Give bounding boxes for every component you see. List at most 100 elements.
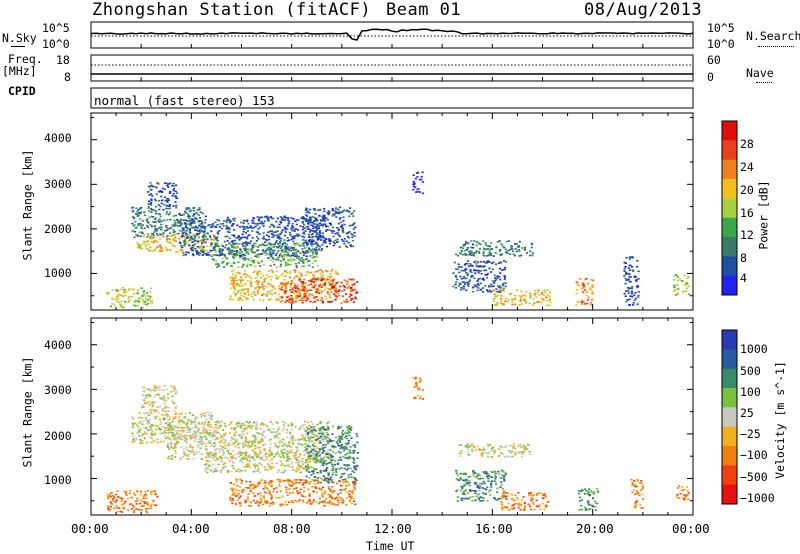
heatmap-cell (310, 224, 313, 226)
heatmap-cell (125, 494, 128, 497)
heatmap-cell (215, 457, 218, 459)
heatmap-cell (178, 412, 181, 415)
heatmap-cell (252, 487, 255, 490)
heatmap-cell (302, 450, 305, 452)
heatmap-cell (498, 289, 501, 292)
heatmap-cell (347, 237, 350, 239)
heatmap-cell (338, 211, 341, 213)
heatmap-cell (247, 463, 250, 465)
heatmap-cell (293, 292, 296, 295)
heatmap-cell (312, 453, 315, 456)
heatmap-cell (173, 401, 176, 404)
heatmap-cell (271, 286, 274, 288)
heatmap-cell (174, 412, 178, 414)
heatmap-cell (267, 220, 270, 222)
heatmap-cell (194, 435, 197, 437)
heatmap-cell (201, 242, 204, 244)
heatmap-cell (490, 248, 494, 251)
heatmap-cell (149, 246, 152, 249)
heatmap-cell (297, 235, 300, 237)
heatmap-cell (481, 291, 485, 293)
heatmap-cell (331, 497, 334, 499)
heatmap-cell (230, 427, 233, 430)
heatmap-cell (207, 414, 210, 416)
heatmap-cell (320, 436, 323, 439)
heatmap-cell (219, 433, 222, 435)
heatmap-cell (148, 200, 151, 203)
heatmap-cell (308, 441, 311, 443)
heatmap-cell (248, 234, 251, 236)
heatmap-cell (473, 269, 476, 272)
heatmap-cell (174, 446, 177, 449)
heatmap-cell (232, 491, 235, 494)
heatmap-cell (230, 265, 233, 267)
heatmap-cell (535, 296, 538, 298)
heatmap-cell (158, 394, 161, 397)
heatmap-cell (673, 279, 676, 281)
heatmap-cell (201, 453, 204, 455)
heatmap-cell (466, 272, 469, 275)
heatmap-cell (327, 478, 330, 480)
heatmap-cell (207, 251, 210, 254)
heatmap-cell (219, 425, 222, 428)
heatmap-cell (117, 293, 120, 296)
heatmap-cell (318, 487, 321, 489)
heatmap-cell (490, 283, 493, 286)
heatmap-cell (676, 292, 679, 295)
heatmap-cell (515, 250, 518, 253)
heatmap-cell (213, 468, 216, 470)
heatmap-cell (125, 491, 128, 493)
heatmap-cell (324, 449, 327, 452)
heatmap-cell (477, 270, 481, 272)
heatmap-cell (184, 413, 187, 415)
heatmap-cell (628, 258, 631, 260)
heatmap-cell (133, 440, 136, 442)
heatmap-cell (182, 235, 185, 238)
heatmap-cell (243, 248, 247, 251)
heatmap-cell (290, 428, 294, 431)
heatmap-cell (306, 251, 309, 254)
heatmap-cell (347, 241, 350, 244)
heatmap-cell (150, 412, 153, 414)
heatmap-cell (530, 243, 533, 246)
heatmap-cell (209, 236, 212, 239)
heatmap-cell (146, 226, 150, 229)
heatmap-cell (313, 436, 316, 439)
heatmap-cell (587, 296, 590, 299)
heatmap-cell (252, 499, 255, 502)
heatmap-cell (498, 240, 501, 242)
heatmap-cell (275, 435, 278, 437)
heatmap-cell (285, 275, 288, 277)
heatmap-cell (264, 241, 267, 243)
heatmap-cell (202, 241, 205, 243)
heatmap-cell (172, 435, 175, 437)
heatmap-cell (303, 297, 306, 299)
heatmap-cell (303, 437, 306, 440)
heatmap-cell (199, 437, 202, 440)
heatmap-cell (239, 486, 242, 488)
heatmap-cell (111, 303, 114, 305)
heatmap-cell (347, 429, 350, 432)
heatmap-cell (298, 491, 301, 494)
heatmap-cell (256, 501, 259, 503)
heatmap-cell (263, 491, 267, 494)
heatmap-cell (145, 244, 148, 246)
heatmap-cell (236, 499, 240, 501)
heatmap-cell (281, 429, 284, 432)
heatmap-cell (178, 229, 181, 232)
heatmap-cell (341, 479, 344, 481)
heatmap-cell (224, 256, 228, 259)
heatmap-cell (466, 260, 469, 262)
heatmap-cell (312, 243, 315, 245)
heatmap-cell (542, 299, 546, 302)
heatmap-cell (300, 479, 303, 481)
heatmap-cell (242, 452, 245, 454)
heatmap-cell (261, 439, 264, 442)
heatmap-cell (229, 482, 232, 484)
heatmap-cell (513, 298, 517, 301)
heatmap-cell (131, 422, 134, 425)
heatmap-cell (482, 250, 485, 253)
heatmap-cell (160, 226, 163, 229)
heatmap-cell (179, 220, 182, 223)
heatmap-cell (153, 231, 156, 233)
